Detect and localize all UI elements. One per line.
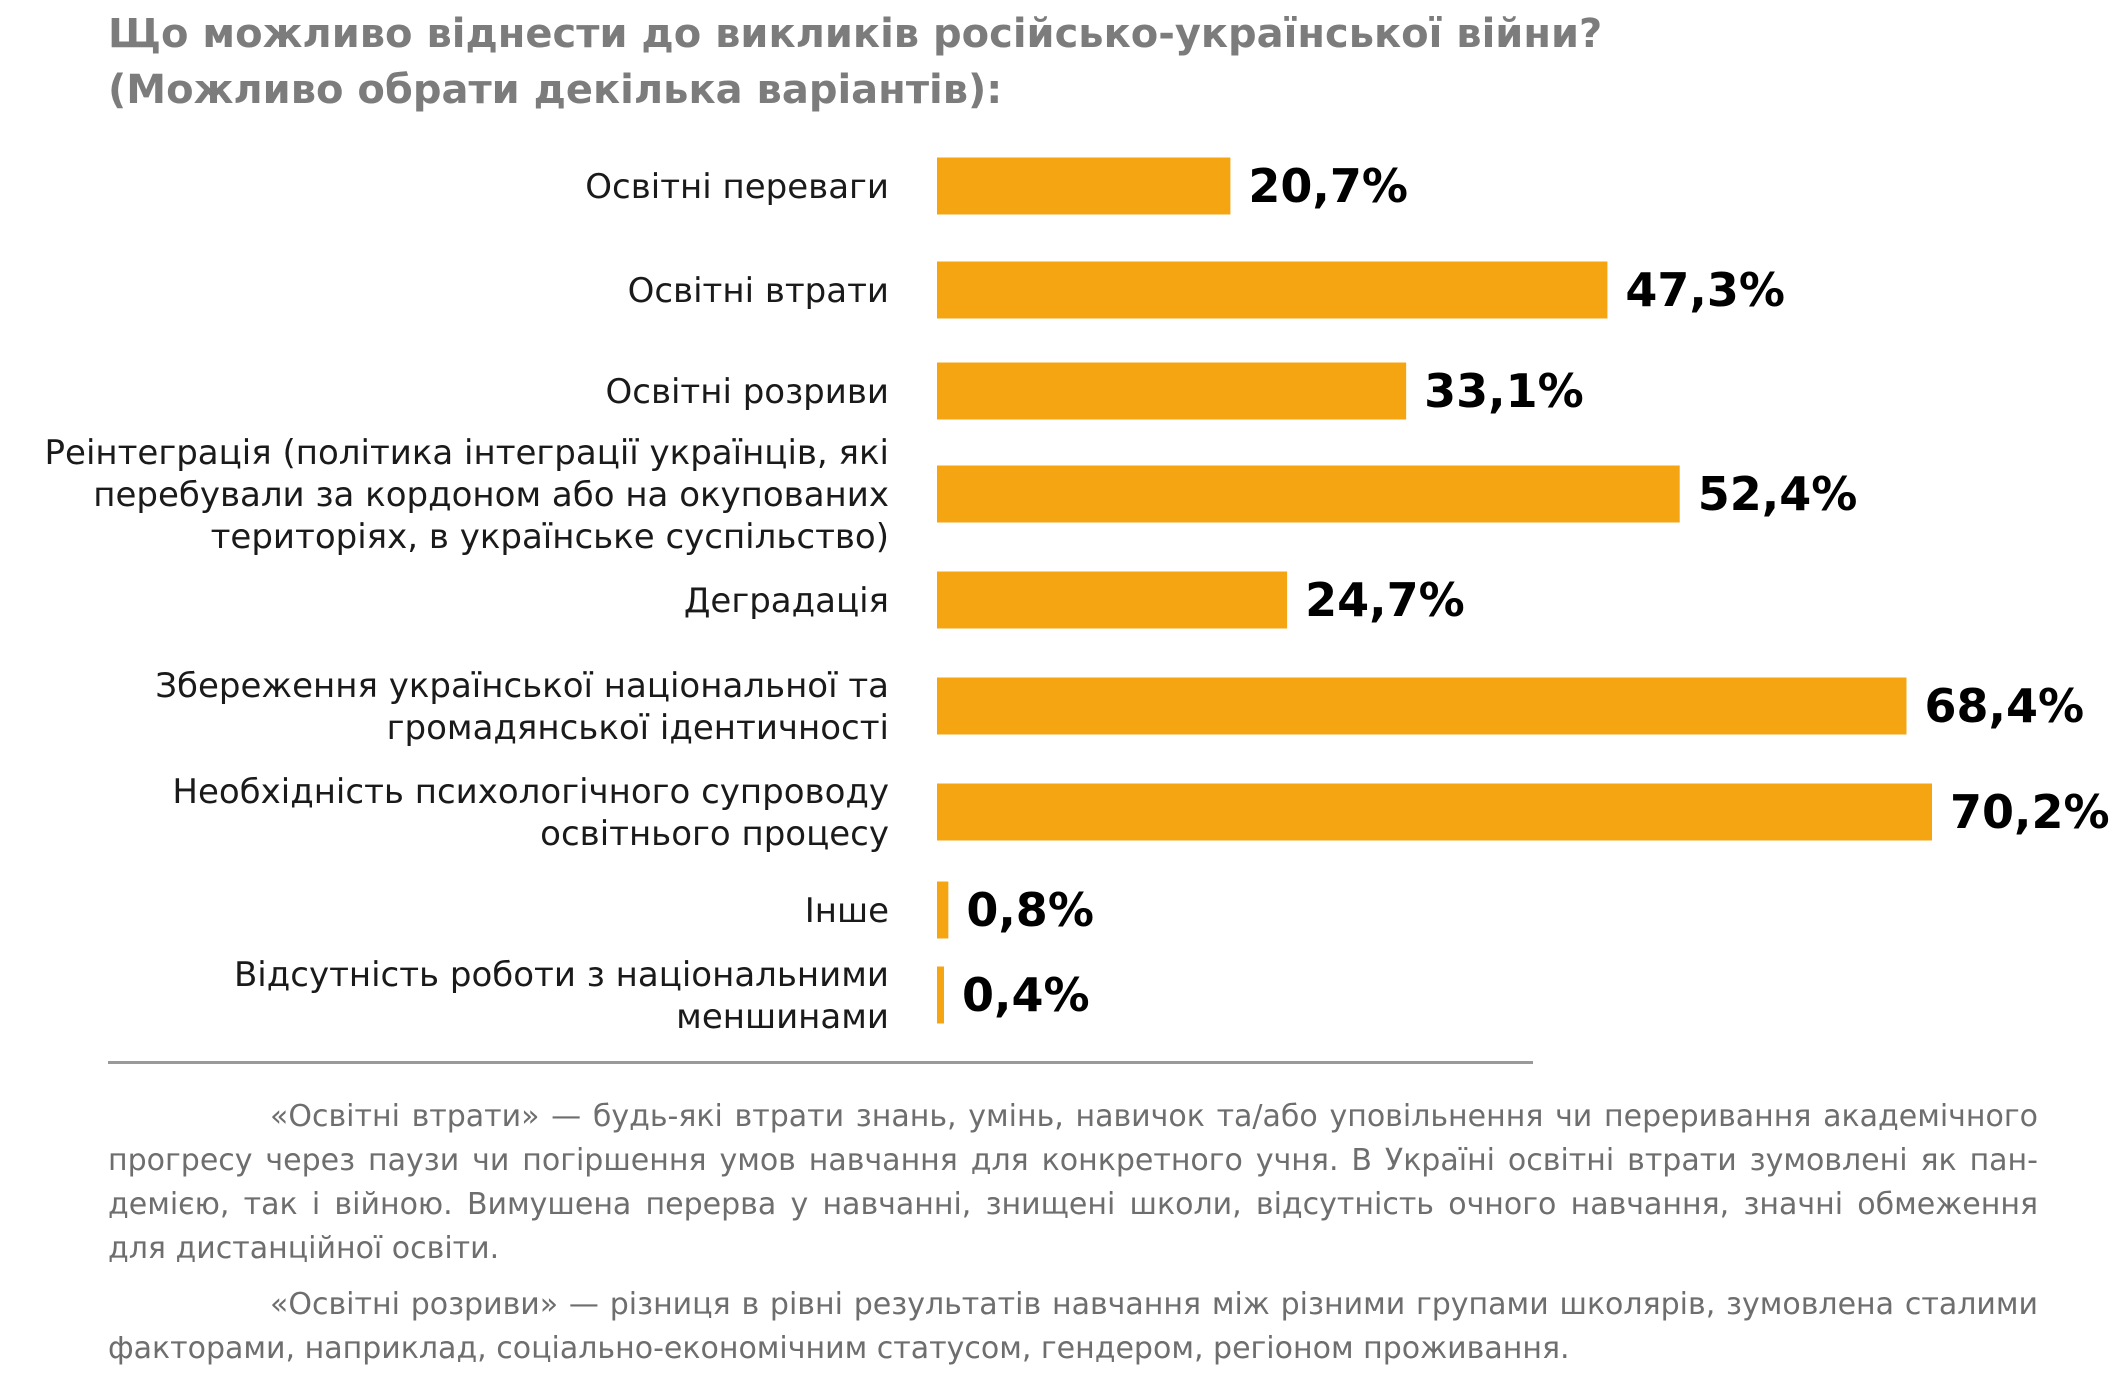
value-label-5: 68,4%	[1924, 679, 2084, 733]
category-label-0: Освітні переваги	[585, 167, 889, 207]
category-label-8-line-1: меншинами	[676, 997, 889, 1037]
value-label-6: 70,2%	[1950, 785, 2110, 839]
divider	[108, 1061, 1533, 1064]
value-label-7: 0,8%	[966, 883, 1094, 937]
bar-4	[937, 571, 1288, 629]
category-label-8-line-0: Відсутність роботи з національними	[234, 955, 889, 995]
value-label-2: 33,1%	[1424, 364, 1584, 418]
footnotes: «Освітні втрати» — будь-які втрати знань…	[108, 1095, 2038, 1383]
value-label-8: 0,4%	[962, 968, 1090, 1022]
category-label-4-line-0: Деградація	[684, 581, 889, 621]
category-label-6-line-0: Необхідність психологічного супроводу	[172, 772, 889, 812]
bar-8	[937, 966, 944, 1024]
chart-title-line-2: (Можливо обрати декілька варіантів):	[108, 67, 1003, 113]
value-label-3: 52,4%	[1698, 467, 1858, 521]
category-label-5: Збереження української національної та гр…	[155, 666, 889, 748]
category-label-7-line-0: Інше	[805, 891, 889, 931]
category-label-3-line-0: Реінтеграція (політика інтеграції україн…	[45, 433, 889, 473]
bar-5	[937, 677, 1907, 735]
category-label-6: Необхідність психологічного супроводу осв…	[172, 772, 889, 854]
category-label-3: Реінтеграція (політика інтеграції україн…	[45, 433, 889, 557]
bar-0	[937, 157, 1231, 215]
category-label-3-line-2: територіях, в українське суспільство)	[211, 517, 889, 557]
note-osvitni-vtraty: «Освітні втрати» — будь-які втрати знань…	[108, 1099, 2038, 1266]
category-label-1: Освітні втрати	[628, 271, 889, 311]
chart-title-line-1: Що можливо віднести до викликів російськ…	[108, 11, 1603, 57]
category-label-0-line-0: Освітні переваги	[585, 167, 889, 207]
bar-1	[937, 261, 1608, 319]
value-label-4: 24,7%	[1305, 573, 1465, 627]
bar-chart: 20,7% Освітні переваги 47,3% Освітні втрати…	[45, 157, 2110, 1037]
bar-3	[937, 465, 1680, 523]
category-label-5-line-1: громадянської ідентичності	[387, 708, 889, 748]
bar-6	[937, 783, 1932, 841]
category-label-5-line-0: Збереження української національної та	[155, 666, 889, 706]
note-osvitni-rozryvy: «Освітні розриви» — різниця в рівні резу…	[108, 1287, 2038, 1366]
category-label-6-line-1: освітнього процесу	[540, 814, 889, 854]
category-label-3-line-1: перебували за кордоном або на окупованих	[93, 475, 889, 515]
category-label-2: Освітні розриви	[605, 372, 889, 412]
chart-title: Що можливо віднести до викликів російськ…	[108, 6, 2008, 118]
category-label-2-line-0: Освітні розриви	[605, 372, 889, 412]
category-label-1-line-0: Освітні втрати	[628, 271, 889, 311]
bar-2	[937, 362, 1407, 420]
value-label-0: 20,7%	[1248, 159, 1408, 213]
category-label-8: Відсутність роботи з національними меншин…	[234, 955, 889, 1037]
category-label-7: Інше	[805, 891, 889, 931]
category-label-4: Деградація	[684, 581, 889, 621]
value-label-1: 47,3%	[1625, 263, 1785, 317]
bar-7	[937, 881, 949, 939]
